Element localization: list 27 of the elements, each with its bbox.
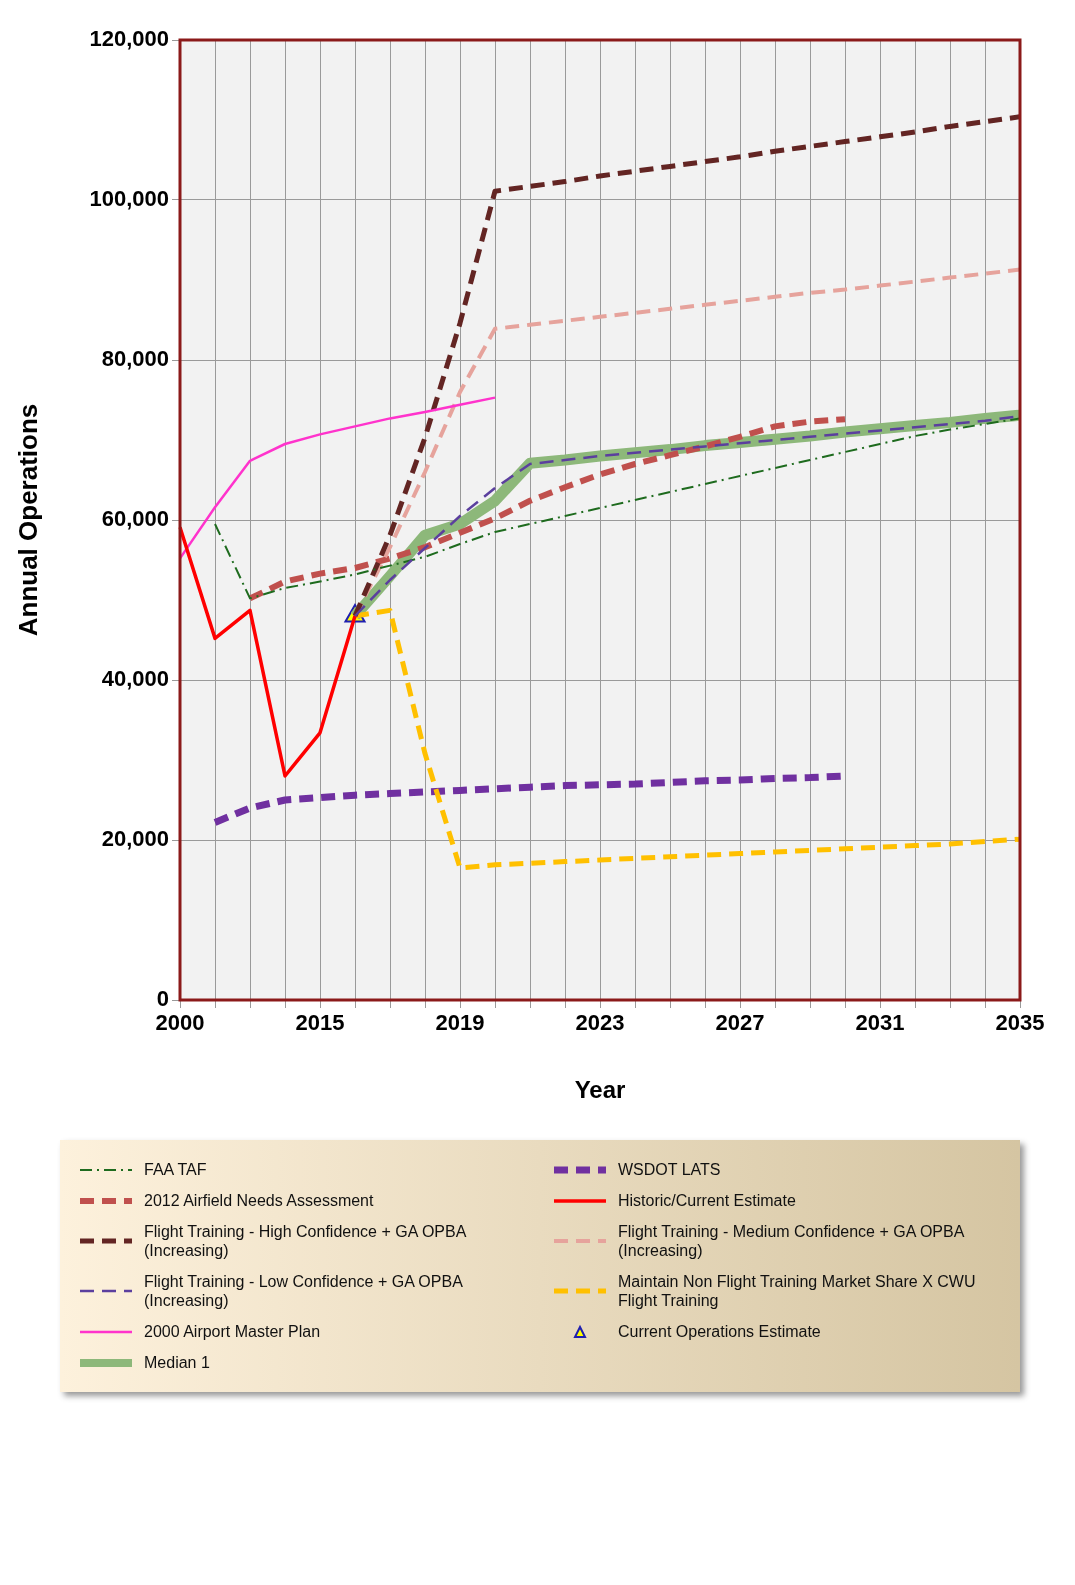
x-tick-label: 2035 [995, 1010, 1045, 1036]
x-tick-label: 2019 [435, 1010, 485, 1036]
y-tick-label: 120,000 [89, 26, 169, 52]
legend-label: Flight Training - Low Confidence + GA OPBA (Increasing) [144, 1272, 464, 1310]
legend-label: Flight Training - Medium Confidence + GA OPBA (Increasing) [618, 1222, 966, 1260]
y-tick-label: 0 [156, 986, 169, 1012]
legend-label: WSDOT LATS [618, 1160, 721, 1179]
y-axis-title: Annual Operations [12, 403, 43, 637]
legend-label: Flight Training - High Confidence + GA OPBA (Increasing) [144, 1222, 468, 1260]
legend-label: 2000 Airport Master Plan [144, 1322, 321, 1341]
y-tick-label: 100,000 [89, 186, 169, 212]
x-axis-title: Year [574, 1076, 626, 1104]
x-tick-label: 2031 [855, 1010, 905, 1036]
legend-label: Median 1 [144, 1353, 210, 1372]
x-tick-label: 2015 [295, 1010, 345, 1036]
y-tick-label: 60,000 [101, 506, 169, 532]
y-tick-label: 40,000 [101, 666, 169, 692]
legend-label: 2012 Airfield Needs Assessment [144, 1191, 374, 1210]
legend-label: Maintain Non Flight Training Market Share X CWU Flight Training [618, 1272, 977, 1310]
y-tick-label: 20,000 [101, 826, 169, 852]
x-tick-label: 2023 [575, 1010, 625, 1036]
y-tick-label: 80,000 [101, 346, 169, 372]
legend-label: Historic/Current Estimate [618, 1191, 796, 1210]
x-tick-label: 2000 [155, 1010, 205, 1036]
x-tick-label: 2027 [715, 1010, 765, 1036]
legend-label: Current Operations Estimate [618, 1322, 821, 1341]
legend-label: FAA TAF [144, 1160, 207, 1179]
